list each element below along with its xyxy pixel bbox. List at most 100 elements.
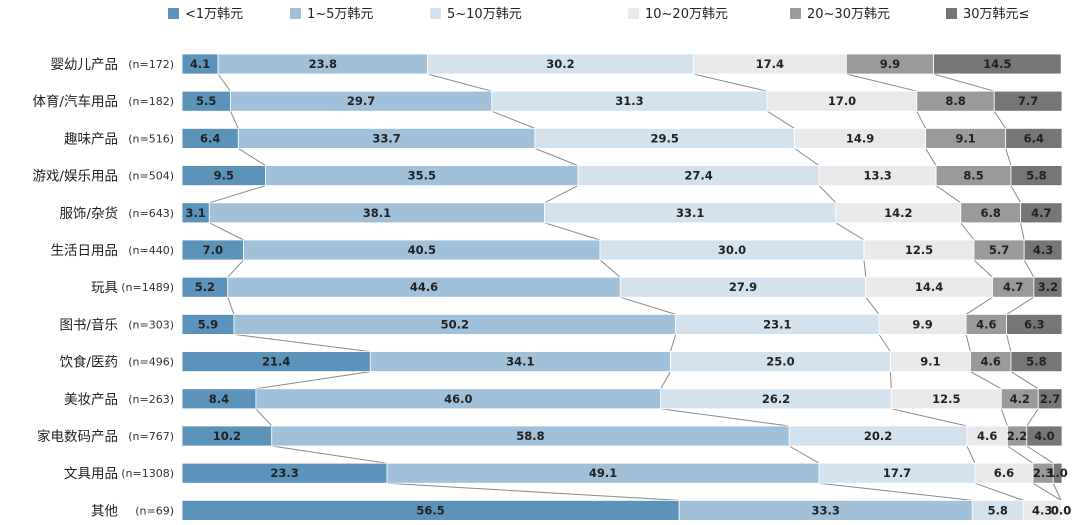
data-label: 4.3 bbox=[1032, 503, 1052, 517]
data-label: 4.1 bbox=[190, 57, 210, 71]
category-label: 趣味产品 bbox=[64, 131, 118, 147]
connector-line bbox=[1052, 482, 1062, 501]
category-count: (n=303) bbox=[128, 318, 174, 331]
data-label: 4.0 bbox=[1034, 429, 1054, 443]
data-label: 35.5 bbox=[408, 169, 436, 183]
connector-line bbox=[889, 371, 892, 389]
bar-segment bbox=[1037, 388, 1063, 410]
data-label: 58.8 bbox=[516, 429, 544, 443]
category-count: (n=767) bbox=[128, 430, 174, 443]
data-label: 12.5 bbox=[932, 392, 960, 406]
connector-line bbox=[387, 482, 680, 501]
bar-segment bbox=[1052, 462, 1063, 484]
data-label: 20.2 bbox=[864, 429, 892, 443]
data-label: 29.7 bbox=[347, 94, 375, 108]
data-label: 5.2 bbox=[195, 280, 215, 294]
category-count: (n=496) bbox=[128, 356, 174, 369]
legend-swatch bbox=[290, 8, 301, 19]
connector-line bbox=[974, 482, 1024, 501]
data-label: 34.1 bbox=[506, 355, 534, 369]
data-label: 14.4 bbox=[915, 280, 943, 294]
connector-line bbox=[766, 110, 795, 129]
data-label: 6.4 bbox=[1024, 131, 1044, 145]
data-label: 10.2 bbox=[213, 429, 241, 443]
data-label: 14.2 bbox=[884, 206, 912, 220]
data-label: 12.5 bbox=[905, 243, 933, 257]
connector-line bbox=[255, 408, 273, 427]
legend-swatch bbox=[946, 8, 957, 19]
bar-segment bbox=[1010, 165, 1063, 187]
connector-line bbox=[491, 110, 536, 129]
connector-line bbox=[1020, 222, 1025, 241]
legend-swatch bbox=[628, 8, 639, 19]
data-label: 1.0 bbox=[1047, 466, 1067, 480]
data-label: 56.5 bbox=[416, 503, 444, 517]
category-label: 图书/音乐 bbox=[59, 316, 118, 333]
data-label: 30.2 bbox=[546, 57, 574, 71]
data-label: 5.9 bbox=[198, 317, 218, 331]
data-label: 9.1 bbox=[920, 355, 940, 369]
connector-line bbox=[1010, 185, 1022, 204]
bar-segment bbox=[1033, 276, 1063, 298]
data-label: 4.7 bbox=[1003, 280, 1023, 294]
category-count: (n=172) bbox=[128, 58, 174, 71]
connector-line bbox=[916, 110, 927, 129]
data-label: 2.3 bbox=[1033, 466, 1053, 480]
data-label: 7.0 bbox=[203, 243, 223, 257]
legend-swatch bbox=[790, 8, 801, 19]
data-label: 21.4 bbox=[262, 355, 290, 369]
connector-line bbox=[965, 296, 993, 315]
category-label: 其他 bbox=[91, 503, 118, 519]
bar-segment bbox=[1020, 202, 1063, 224]
bar-segment bbox=[1022, 499, 1062, 521]
bar-segment bbox=[1010, 351, 1063, 373]
data-label: 40.5 bbox=[408, 243, 436, 257]
data-label: 6.4 bbox=[200, 131, 220, 145]
data-label: 8.5 bbox=[963, 169, 983, 183]
data-label: 17.0 bbox=[828, 94, 856, 108]
connector-line bbox=[669, 334, 677, 352]
category-labels: 婴幼儿产品 (n=172) 体育/汽车用品 (n=182) 趣味产品 (n=516) 游戏/… bbox=[32, 57, 174, 519]
legend-label: 1~5万韩元 bbox=[307, 7, 373, 22]
data-label: 25.0 bbox=[766, 355, 794, 369]
connector-line bbox=[534, 147, 579, 167]
connector-line bbox=[794, 147, 820, 167]
data-label: 5.5 bbox=[196, 94, 216, 108]
connector-line bbox=[878, 334, 891, 352]
legend-swatch bbox=[430, 8, 441, 19]
data-label: 49.1 bbox=[589, 466, 617, 480]
data-label: 23.1 bbox=[763, 317, 791, 331]
connector-line bbox=[209, 185, 266, 204]
data-label: 14.9 bbox=[846, 131, 874, 145]
connector-line bbox=[846, 73, 917, 92]
data-label: 50.2 bbox=[441, 317, 469, 331]
bars: 4.1 23.8 30.2 17.4 9.9 14.5 5.5 29.7 31.3 17.0 8.8… bbox=[181, 53, 1071, 521]
data-label: 9.1 bbox=[955, 131, 975, 145]
data-label: 4.7 bbox=[1031, 206, 1051, 220]
category-count: (n=1308) bbox=[121, 467, 174, 480]
data-label: 5.8 bbox=[1026, 355, 1046, 369]
data-label: 30.0 bbox=[718, 243, 746, 257]
bar-segment bbox=[1006, 313, 1063, 335]
legend-label: 5~10万韩元 bbox=[447, 7, 522, 22]
data-label: 33.1 bbox=[676, 206, 704, 220]
data-label: 27.4 bbox=[684, 169, 712, 183]
data-label: 4.6 bbox=[981, 355, 1001, 369]
category-count: (n=69) bbox=[135, 504, 174, 517]
legend-swatch bbox=[168, 8, 179, 19]
category-count: (n=504) bbox=[128, 170, 174, 183]
category-label: 游戏/娱乐用品 bbox=[32, 169, 118, 185]
category-label: 体育/汽车用品 bbox=[32, 93, 118, 110]
data-label: 26.2 bbox=[762, 392, 790, 406]
connector-line bbox=[835, 222, 865, 241]
connector-line bbox=[973, 259, 993, 278]
data-label: 23.3 bbox=[270, 466, 298, 480]
data-label: 2.2 bbox=[1007, 429, 1027, 443]
category-label: 美妆产品 bbox=[64, 392, 118, 408]
connector-line bbox=[960, 222, 975, 241]
data-label: 44.6 bbox=[410, 280, 438, 294]
connector-line bbox=[1032, 482, 1062, 501]
data-label: 6.6 bbox=[994, 466, 1014, 480]
connector-line bbox=[865, 296, 880, 315]
data-label: 4.3 bbox=[1033, 243, 1053, 257]
